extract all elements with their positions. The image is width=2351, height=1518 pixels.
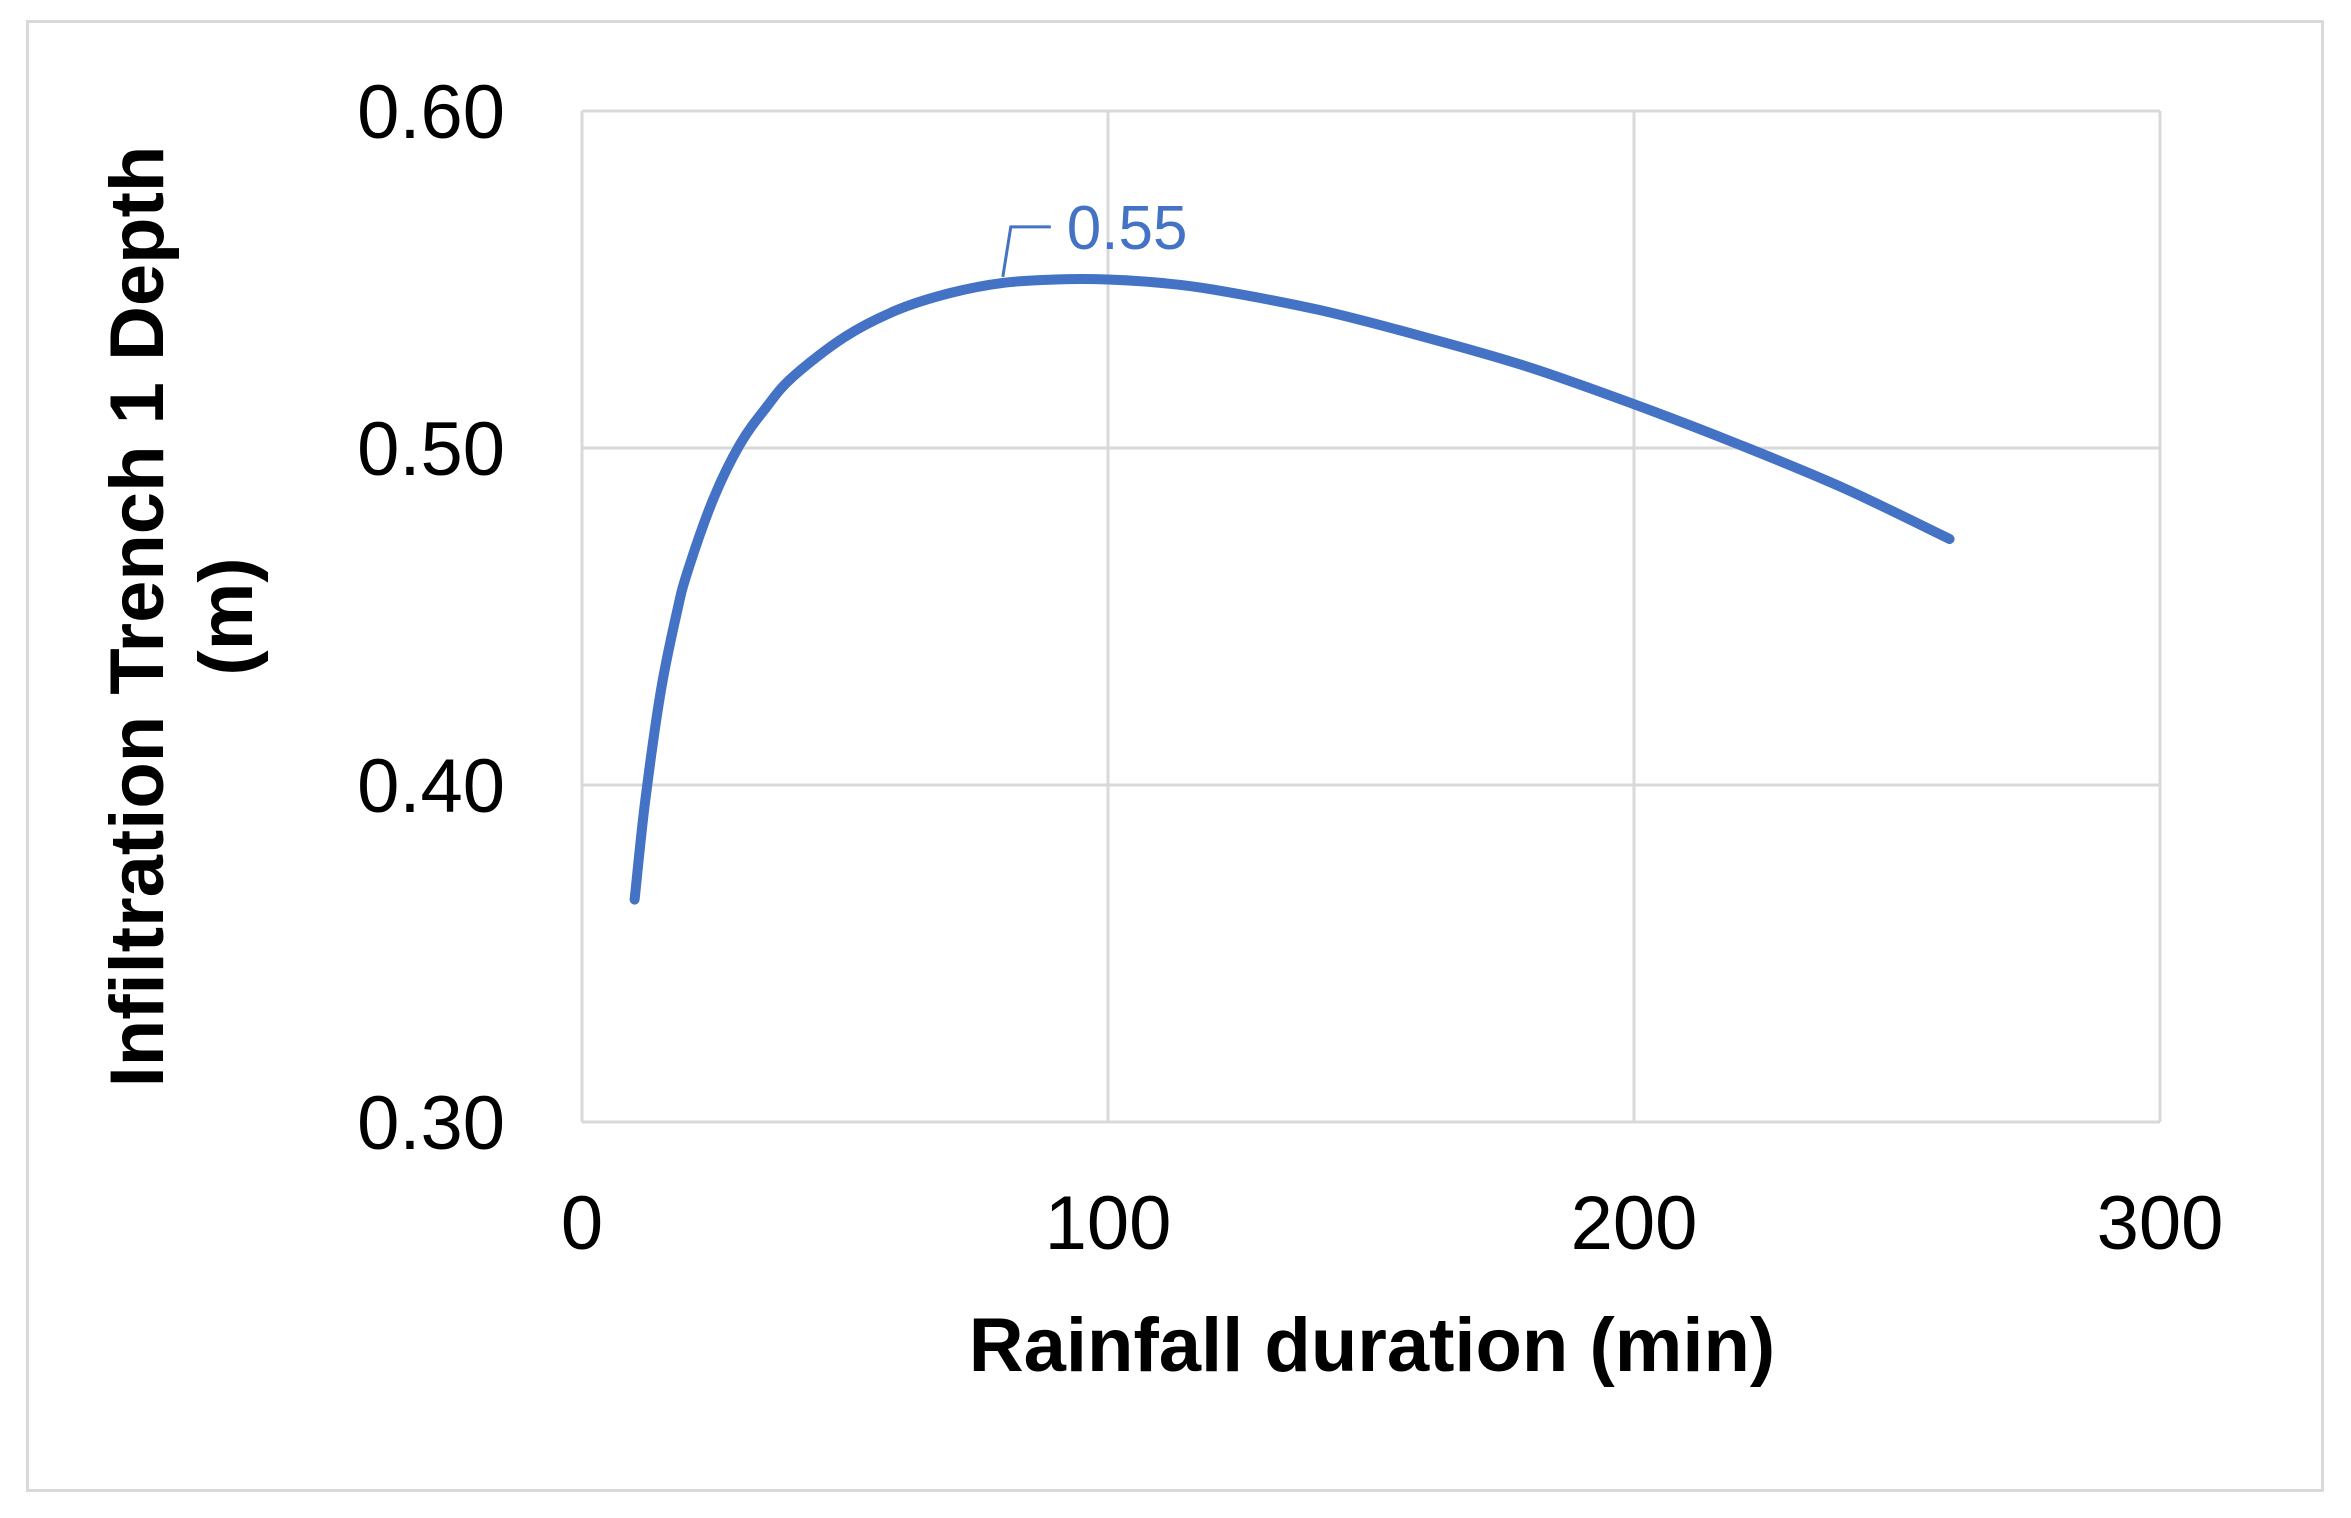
y-axis-title-line: Infiltration Trench 1 Depth [95,146,180,1088]
y-axis-title: Infiltration Trench 1 Depth (m) [95,146,269,1088]
y-tick-label: 0.40 [357,744,505,829]
y-tick-label: 0.30 [357,1081,505,1166]
y-axis-title-line: (m) [184,557,269,675]
y-tick-label: 0.50 [357,407,505,492]
tick-labels: 0.30 0.40 0.50 0.60 0 100 200 300 [357,70,2223,1266]
x-tick-label: 0 [561,1181,603,1266]
data-labels: 0.55 [1001,194,1188,278]
data-label-leader [1001,225,1051,278]
series-lines [629,274,1955,905]
x-tick-label: 100 [1045,1181,1172,1266]
data-label: 0.55 [1067,194,1188,263]
x-tick-label: 300 [2097,1181,2224,1266]
chart-frame [26,20,2324,1492]
x-tick-label: 200 [1571,1181,1698,1266]
series-line [629,274,1955,905]
y-tick-label: 0.60 [357,70,505,155]
gridlines [580,109,2162,1124]
x-axis-title: Rainfall duration (min) [969,1303,1775,1388]
